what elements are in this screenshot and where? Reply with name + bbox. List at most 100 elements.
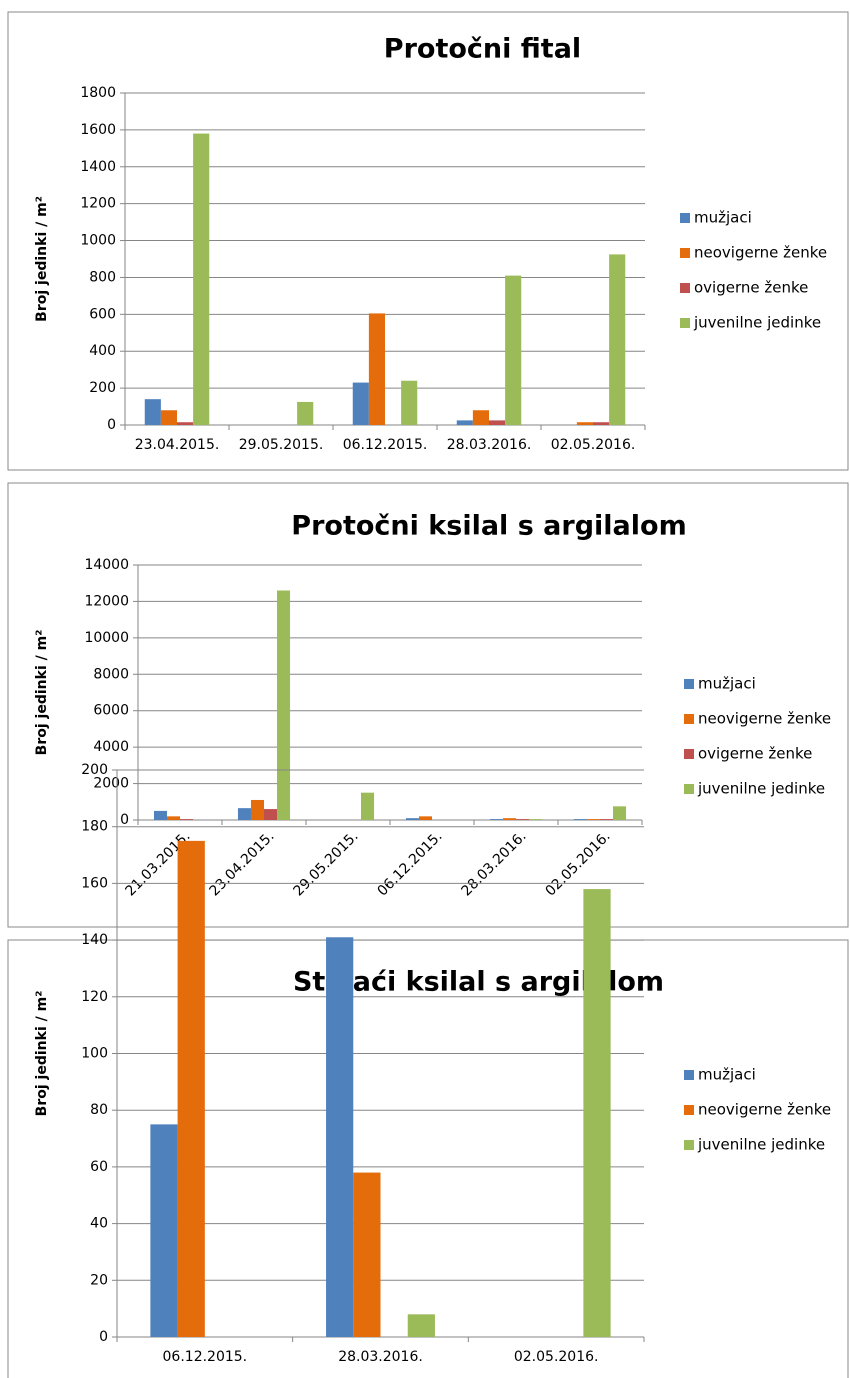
y-tick-label: 6000 — [93, 703, 129, 719]
y-axis-label: Broj jedinki / m² — [34, 196, 50, 322]
y-tick-label: 1200 — [80, 196, 116, 212]
legend-label: juvenilne jedinke — [697, 780, 825, 798]
x-tick-label: 29.05.2015. — [291, 828, 362, 899]
legend-swatch — [684, 714, 694, 724]
y-tick-label: 1000 — [80, 233, 116, 249]
x-tick-label: 29.05.2015. — [239, 437, 324, 453]
y-tick-label: 20 — [90, 1272, 108, 1288]
bar — [489, 819, 503, 820]
bar — [250, 799, 264, 820]
bar — [326, 937, 354, 1337]
y-tick-label: 40 — [90, 1216, 108, 1232]
bar — [489, 420, 506, 425]
bar — [586, 819, 600, 820]
bar — [177, 840, 205, 1337]
x-tick-label: 28.03.2016. — [447, 437, 532, 453]
y-tick-label: 600 — [89, 306, 116, 322]
bar — [613, 806, 627, 820]
bar — [583, 889, 611, 1337]
bar — [150, 1124, 178, 1337]
y-tick-label: 2000 — [93, 776, 129, 792]
bar — [407, 1314, 435, 1337]
y-tick-label: 120 — [81, 989, 108, 1005]
legend-label: neovigerne ženke — [694, 244, 827, 262]
legend-label: ovigerne ženke — [694, 279, 808, 297]
legend-swatch — [684, 1070, 694, 1080]
y-tick-label: 140 — [81, 932, 108, 948]
chart-frame — [7, 939, 849, 1378]
legend-label: mužjaci — [694, 209, 752, 227]
bar — [472, 410, 489, 425]
y-tick-label: 12000 — [84, 593, 129, 609]
x-tick-label: 02.05.2016. — [514, 1349, 599, 1365]
y-tick-label: 60 — [90, 1159, 108, 1175]
bar — [573, 819, 587, 820]
bar — [160, 410, 177, 425]
y-tick-label: 14000 — [84, 557, 129, 573]
bar — [237, 808, 251, 820]
bar — [529, 819, 543, 820]
x-tick-label: 06.12.2015. — [375, 828, 446, 899]
y-tick-label: 1800 — [80, 85, 116, 101]
legend-label: juvenilne jedinke — [693, 314, 821, 332]
y-axis-label: Broj jedinki / m² — [34, 630, 50, 756]
legend-label: neovigerne ženke — [698, 1101, 831, 1119]
y-tick-label: 4000 — [93, 739, 129, 755]
legend-swatch — [680, 318, 690, 328]
bar — [368, 313, 385, 425]
bar — [352, 382, 369, 425]
y-tick-label: 0 — [107, 417, 116, 433]
bar — [609, 254, 626, 425]
chart-title: Protočni fital — [384, 34, 581, 65]
bar — [593, 422, 610, 425]
legend-swatch — [680, 283, 690, 293]
bar — [193, 133, 210, 426]
bar — [505, 275, 522, 425]
bar — [516, 819, 530, 820]
legend-label: mužjaci — [698, 675, 756, 693]
chart-frame — [7, 11, 849, 471]
y-tick-label: 180 — [81, 819, 108, 835]
bar — [576, 422, 593, 425]
legend-swatch — [680, 248, 690, 258]
legend-label: ovigerne ženke — [698, 745, 812, 763]
bar — [264, 809, 278, 820]
x-tick-label: 23.04.2015. — [135, 437, 220, 453]
legend-swatch — [684, 679, 694, 689]
y-tick-label: 0 — [99, 1329, 108, 1345]
bar — [502, 818, 516, 820]
y-tick-label: 1400 — [80, 159, 116, 175]
bar — [180, 819, 194, 820]
y-tick-label: 80 — [90, 1102, 108, 1118]
y-tick-label: 800 — [89, 269, 116, 285]
x-tick-label: 02.05.2016. — [551, 437, 636, 453]
bar — [405, 818, 419, 820]
x-tick-label: 28.03.2016. — [338, 1349, 423, 1365]
x-tick-label: 23.04.2015. — [207, 828, 278, 899]
legend-label: mužjaci — [698, 1066, 756, 1084]
bar — [277, 590, 291, 820]
bar — [153, 810, 167, 820]
bar — [353, 1172, 381, 1337]
y-axis-label: Broj jedinki / m² — [34, 991, 50, 1117]
y-tick-label: 10000 — [84, 630, 129, 646]
legend-label: juvenilne jedinke — [697, 1136, 825, 1154]
bar — [401, 380, 418, 425]
chart-frame — [7, 482, 849, 928]
bar — [361, 792, 375, 820]
bar — [144, 399, 161, 425]
x-tick-label: 02.05.2016. — [543, 828, 614, 899]
y-tick-label: 400 — [89, 343, 116, 359]
y-tick-label: 8000 — [93, 666, 129, 682]
y-tick-label: 160 — [81, 875, 108, 891]
legend-swatch — [684, 1105, 694, 1115]
legend-swatch — [684, 1140, 694, 1150]
y-tick-label: 0 — [120, 812, 129, 828]
legend-swatch — [684, 749, 694, 759]
bar — [456, 420, 473, 425]
y-tick-label: 100 — [81, 1046, 108, 1062]
y-tick-label: 200 — [81, 762, 108, 778]
bar — [600, 819, 614, 820]
